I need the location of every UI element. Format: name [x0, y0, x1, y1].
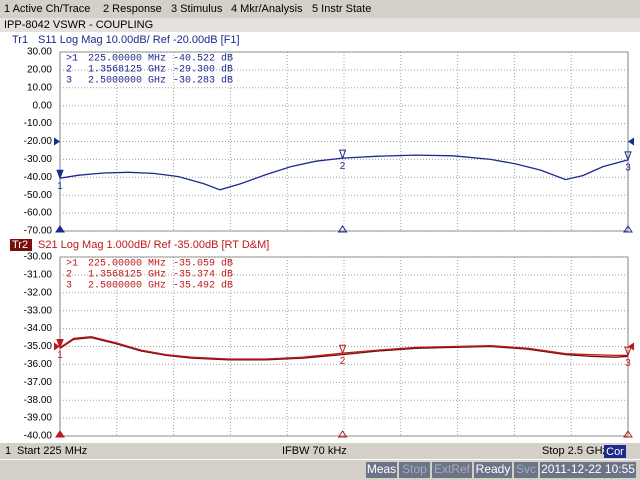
y-tick-label: -31.00	[24, 270, 53, 281]
axis-marker	[623, 225, 633, 233]
status-cell	[366, 462, 397, 478]
marker-triangle	[338, 149, 347, 160]
status-indicator: Stop	[402, 462, 427, 476]
menu-item[interactable]: 4 Mkr/Analysis	[231, 3, 303, 15]
status-cor: Cor	[606, 446, 624, 458]
trace-line	[59, 154, 629, 191]
y-tick-label: -39.00	[24, 413, 53, 424]
marker-readout: 3	[66, 76, 72, 87]
axis-marker	[623, 430, 633, 438]
y-tick-label: -30.00	[24, 154, 53, 165]
marker-readout: -35.059 dB	[173, 258, 233, 270]
status-bar	[0, 443, 640, 459]
ref-arrow	[628, 342, 634, 351]
trace-label: Tr1	[12, 34, 28, 46]
y-tick-label: -34.00	[24, 323, 53, 334]
window-title: IPP-8042 VSWR - COUPLING	[4, 19, 153, 31]
trace-line	[59, 336, 629, 360]
marker-readout: 2.5000000 GHz	[88, 76, 166, 87]
marker-triangle	[624, 151, 632, 162]
marker-readout: 2	[66, 270, 72, 281]
cor-box	[604, 445, 626, 458]
axis-marker	[337, 430, 348, 438]
marker-readout: 225.00000 MHz	[88, 259, 166, 270]
marker-readout: 3	[66, 281, 72, 292]
marker-triangle	[624, 346, 632, 357]
ref-arrow	[54, 137, 60, 146]
marker-triangle	[56, 339, 64, 349]
marker-readout: 2.5000000 GHz	[88, 281, 166, 292]
y-tick-label: -10.00	[24, 118, 53, 129]
y-tick-label: -37.00	[24, 377, 53, 388]
status-cell	[514, 462, 538, 478]
status-start: Start 225 MHz	[17, 445, 87, 457]
marker-readout: -40.522 dB	[173, 53, 233, 65]
marker-readout: -35.492 dB	[173, 280, 233, 292]
menu-item[interactable]: 2 Response	[103, 3, 162, 15]
marker-label: 3	[625, 358, 631, 369]
marker-readout: -29.300 dB	[173, 64, 233, 76]
marker-readout: >1	[66, 259, 78, 270]
axis-marker	[55, 225, 65, 233]
status-indicator: ExtRef	[434, 462, 471, 476]
trace-header: S21 Log Mag 1.000dB/ Ref -35.00dB [RT D&…	[38, 239, 269, 251]
status-indicator: Meas	[367, 462, 396, 476]
status-indicator: Svc	[516, 462, 536, 476]
axis-marker	[337, 225, 348, 233]
status-cell	[432, 462, 472, 478]
y-tick-label: -32.00	[24, 287, 53, 298]
status-ifbw: IFBW 70 kHz	[282, 445, 347, 457]
status-channel: 1	[5, 445, 11, 457]
y-tick-label: -36.00	[24, 359, 53, 370]
title-bar	[0, 18, 640, 32]
marker-readout: -30.283 dB	[173, 75, 233, 87]
marker-triangle	[56, 169, 64, 180]
y-tick-label: -40.00	[24, 431, 53, 442]
status-cell	[540, 462, 636, 478]
marker-label: 2	[340, 161, 346, 172]
marker-readout: 1.3568125 GHz	[88, 65, 166, 76]
y-tick-label: -40.00	[24, 172, 53, 183]
marker-readout: >1	[66, 54, 78, 65]
marker-readout: 2	[66, 65, 72, 76]
status-stop: Stop 2.5 GHz	[542, 445, 608, 457]
y-tick-label: 0.00	[33, 100, 53, 111]
active-trace-box	[10, 239, 32, 251]
y-tick-label: -60.00	[24, 208, 53, 219]
y-tick-label: -35.00	[24, 341, 53, 352]
marker-label: 3	[625, 163, 631, 174]
y-tick-label: 30.00	[27, 47, 52, 58]
y-tick-label: -20.00	[24, 136, 53, 147]
y-tick-label: -70.00	[24, 226, 53, 237]
y-tick-label: -33.00	[24, 305, 53, 316]
y-tick-label: -38.00	[24, 395, 53, 406]
trace-header: S11 Log Mag 10.00dB/ Ref -20.00dB [F1]	[38, 34, 240, 46]
status-indicator: 2011-12-22 10:55	[541, 462, 635, 476]
y-tick-label: -50.00	[24, 190, 53, 201]
status-indicator: Ready	[476, 462, 511, 476]
ref-arrow	[628, 137, 634, 146]
menu-item[interactable]: 1 Active Ch/Trace	[4, 3, 90, 15]
trace-line	[59, 336, 629, 361]
axis-marker	[55, 430, 65, 438]
marker-readout: -35.374 dB	[173, 269, 233, 281]
y-tick-label: 10.00	[27, 82, 52, 93]
y-tick-label: -30.00	[24, 252, 53, 263]
marker-label: 2	[340, 356, 346, 367]
marker-label: 1	[57, 181, 63, 192]
y-tick-label: 20.00	[27, 65, 52, 76]
marker-triangle	[338, 344, 347, 355]
ref-arrow	[54, 342, 60, 351]
status-cell	[399, 462, 430, 478]
menu-item[interactable]: 3 Stimulus	[171, 3, 223, 15]
marker-readout: 225.00000 MHz	[88, 54, 166, 65]
marker-label: 1	[57, 350, 63, 361]
marker-readout: 1.3568125 GHz	[88, 270, 166, 281]
menu-bar	[0, 0, 640, 18]
menu-item[interactable]: 5 Instr State	[312, 3, 371, 15]
status-cell	[474, 462, 512, 478]
trace-label: Tr2	[12, 239, 28, 251]
